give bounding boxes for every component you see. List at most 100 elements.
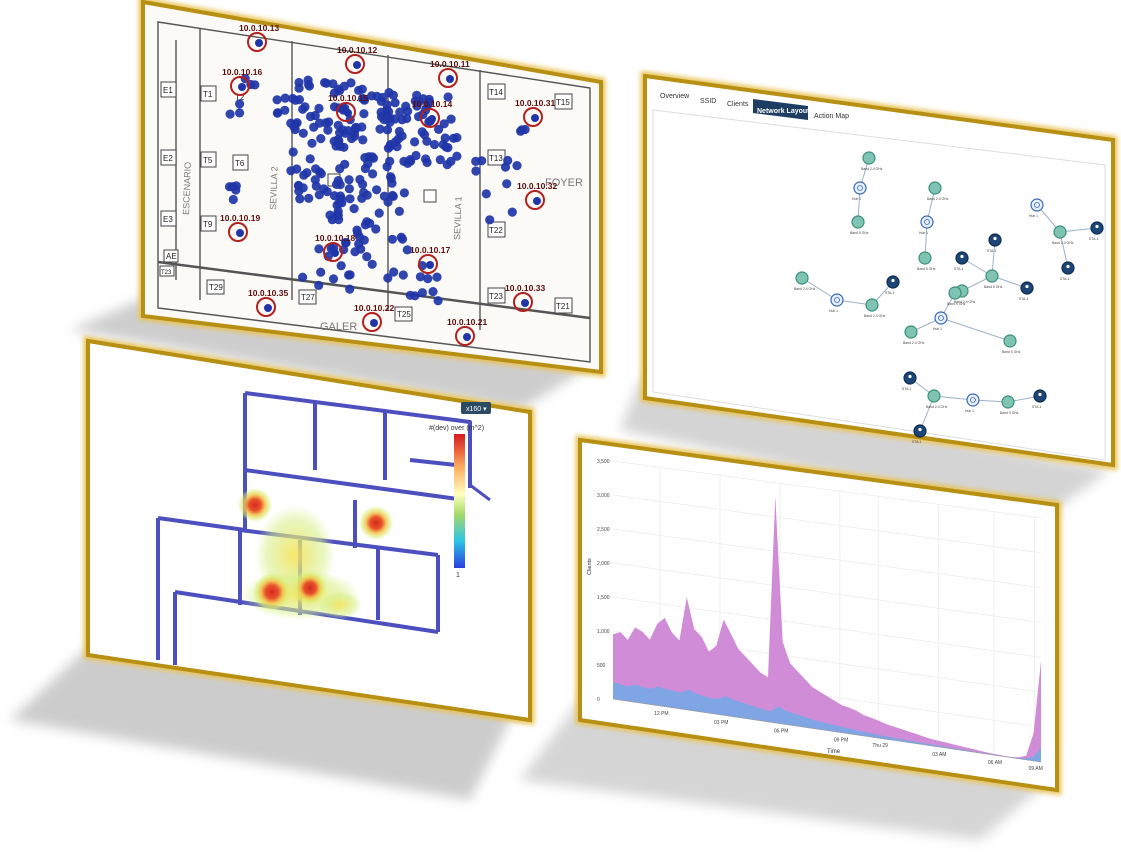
hub-icon[interactable] (853, 181, 867, 195)
access-point-dot (426, 261, 434, 269)
network-node-label: Band 2.4 GHz (927, 197, 949, 201)
network-node-label: STA-1 (885, 291, 894, 295)
access-point-icon[interactable] (230, 76, 250, 96)
band-icon[interactable] (795, 271, 809, 285)
client-dot (410, 137, 420, 147)
access-point-icon[interactable] (525, 190, 545, 210)
network-node-label: Band 2.4 GHz (1052, 241, 1074, 245)
client-dot (374, 208, 384, 218)
h-gridline (612, 460, 1042, 519)
band-icon[interactable] (948, 286, 962, 300)
band-icon[interactable] (865, 298, 879, 312)
client-dot (340, 128, 350, 138)
client-dot (314, 103, 324, 113)
client-dot (410, 291, 420, 301)
client-dot (272, 108, 282, 118)
client-dot (235, 99, 245, 109)
area-label: SEVILLA 2 (268, 166, 280, 210)
network-node-label: Band 2.4 GHz (794, 287, 816, 291)
client-dot (394, 206, 404, 216)
band-icon[interactable] (985, 269, 999, 283)
client-dot (500, 162, 511, 172)
band-icon[interactable] (918, 251, 932, 265)
band-icon[interactable] (851, 215, 865, 229)
client-dot (385, 113, 395, 123)
client-dot (435, 155, 445, 165)
access-point-icon[interactable] (323, 242, 343, 262)
client-dot (402, 245, 412, 255)
access-point-icon[interactable] (336, 102, 356, 122)
hub-icon[interactable] (966, 393, 980, 407)
band-icon[interactable] (927, 389, 941, 403)
client-dot (228, 194, 238, 205)
scale-dropdown[interactable]: x160 ▾ (461, 402, 491, 414)
client-dot (345, 284, 355, 294)
client-dot (429, 139, 440, 150)
tab-network-layout[interactable]: Network Layout (757, 108, 810, 115)
access-point-icon[interactable] (228, 222, 248, 242)
access-point-icon[interactable] (420, 108, 440, 128)
client-dot (471, 166, 481, 176)
access-point-dot (236, 229, 244, 237)
access-point-icon[interactable] (345, 54, 365, 74)
y-tick-labels: 3,500 3,000 2,500 2,000 1,500 1,000 500 0 (597, 459, 610, 703)
client-dot (329, 191, 340, 201)
client-dot (328, 274, 339, 284)
user-icon (908, 374, 912, 379)
access-point-icon[interactable] (247, 32, 267, 52)
network-node-label: STA-1 (1060, 277, 1069, 281)
client-dot (316, 267, 326, 277)
tab-network-layout-bg[interactable] (753, 99, 808, 120)
access-point-icon[interactable] (438, 68, 458, 88)
client-dot (334, 198, 344, 208)
band-icon[interactable] (1003, 334, 1017, 348)
y-tick-label: 1,000 (597, 629, 610, 635)
hub-icon-ring (834, 297, 840, 303)
client-dot (440, 133, 450, 143)
hub-icon[interactable] (920, 215, 934, 229)
client-dot (355, 174, 365, 185)
tab-overview[interactable]: Overview (660, 93, 690, 100)
band-icon[interactable] (862, 151, 876, 165)
room-label: T2 (235, 93, 245, 102)
access-point-icon[interactable] (418, 254, 438, 274)
user-icon (993, 236, 997, 241)
tab-action-map[interactable]: Action Map (814, 113, 849, 120)
access-point-icon[interactable] (256, 297, 276, 317)
tab-clients[interactable]: Clients (727, 101, 749, 108)
access-point-dot (238, 83, 246, 91)
hub-icon-ring (924, 219, 930, 225)
band-icon[interactable] (1053, 225, 1067, 239)
y-tick-label: 500 (597, 663, 606, 669)
y-tick-label: 3,000 (597, 493, 610, 499)
client-dot (298, 183, 308, 193)
client-dot (336, 261, 346, 271)
access-point-label: 10.0.10.22 (354, 303, 394, 313)
tab-ssid[interactable]: SSID (700, 98, 716, 105)
access-point-dot (521, 299, 529, 307)
access-point-icon[interactable] (362, 312, 382, 332)
client-dot (344, 184, 354, 194)
access-point-icon[interactable] (523, 107, 543, 127)
client-dot (303, 75, 313, 85)
access-point-icon[interactable] (513, 292, 533, 312)
client-dot (344, 175, 354, 185)
access-point-dot (428, 115, 436, 123)
client-dot (359, 109, 369, 119)
hub-icon[interactable] (830, 293, 844, 307)
client-dot (349, 204, 359, 214)
band-icon[interactable] (928, 181, 942, 195)
hub-icon[interactable] (934, 311, 948, 325)
hub-icon[interactable] (1030, 198, 1044, 212)
scale-dropdown-label[interactable]: x160 ▾ (466, 406, 487, 413)
access-point-label: 10.0.10.16 (222, 67, 262, 77)
client-dot (452, 151, 462, 161)
band-icon[interactable] (904, 325, 918, 339)
chart-series (612, 496, 1042, 763)
band-icon[interactable] (1001, 395, 1015, 409)
client-dot (395, 107, 405, 117)
area-label: GALER (320, 321, 357, 333)
access-point-icon[interactable] (455, 326, 475, 346)
area-label: SEVILLA 1 (452, 196, 464, 240)
